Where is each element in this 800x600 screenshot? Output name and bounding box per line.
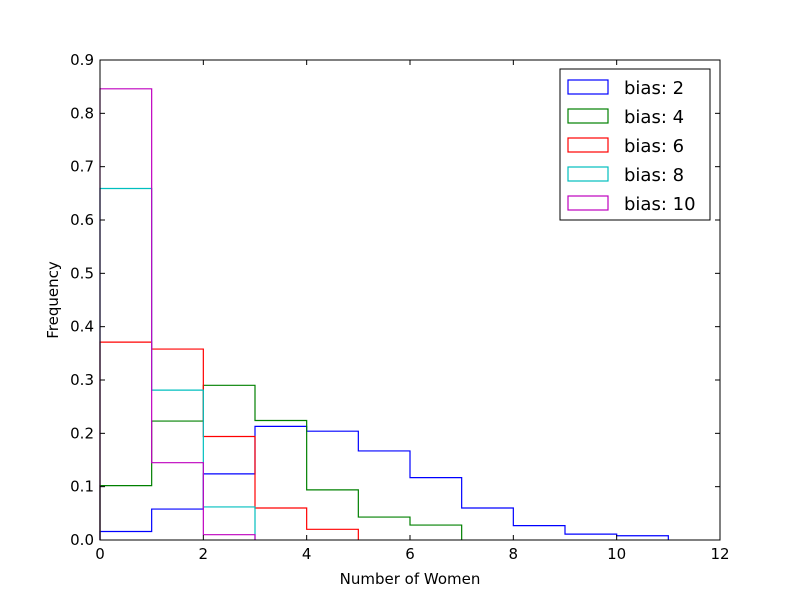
x-tick-label: 8 bbox=[509, 545, 519, 563]
legend-label: bias: 2 bbox=[624, 78, 684, 99]
series-2-outline bbox=[99, 341, 359, 540]
legend-swatch bbox=[567, 108, 609, 124]
legend: bias: 2 bias: 4 bias: 6 bias: 8 bias: 10 bbox=[559, 68, 711, 221]
ticks-layer: 0 2 4 6 8 10 12 0.0 0.1 0.2 0.3 0.4 0.5 0.6 0.7 0.8 0.9 bbox=[70, 51, 729, 563]
x-tick-label: 12 bbox=[710, 545, 729, 563]
y-tick-label: 0.3 bbox=[70, 371, 94, 389]
y-tick-label: 0.7 bbox=[70, 158, 94, 176]
y-tick-label: 0.6 bbox=[70, 211, 94, 229]
x-tick-label: 4 bbox=[302, 545, 312, 563]
legend-swatch bbox=[567, 79, 609, 95]
y-tick-label: 0.2 bbox=[70, 424, 94, 442]
legend-swatch bbox=[567, 166, 609, 182]
y-tick-label: 0.1 bbox=[70, 478, 94, 496]
y-tick-label: 0.0 bbox=[70, 531, 94, 549]
legend-label: bias: 6 bbox=[624, 136, 684, 157]
y-axis-label: Frequency bbox=[44, 261, 62, 339]
x-tick-label: 2 bbox=[199, 545, 209, 563]
legend-label: bias: 4 bbox=[624, 107, 684, 128]
series-layer bbox=[99, 88, 669, 540]
legend-swatch bbox=[567, 195, 609, 211]
x-tick-label: 6 bbox=[405, 545, 415, 563]
series-3-outline bbox=[99, 187, 256, 540]
legend-swatch bbox=[567, 137, 609, 153]
series-4-outline bbox=[99, 88, 256, 540]
series-0-outline bbox=[99, 425, 669, 540]
x-axis-label: Number of Women bbox=[340, 570, 481, 588]
x-tick-label: 10 bbox=[607, 545, 626, 563]
y-tick-label: 0.5 bbox=[70, 264, 94, 282]
y-tick-label: 0.8 bbox=[70, 104, 94, 122]
legend-label: bias: 10 bbox=[624, 194, 696, 215]
y-tick-label: 0.4 bbox=[70, 318, 94, 336]
y-tick-label: 0.9 bbox=[70, 51, 94, 69]
x-tick-label: 0 bbox=[95, 545, 105, 563]
legend-label: bias: 8 bbox=[624, 165, 684, 186]
